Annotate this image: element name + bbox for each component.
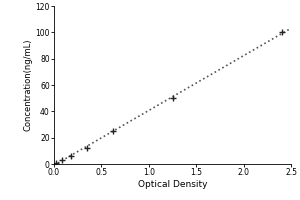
Y-axis label: Concentration(ng/mL): Concentration(ng/mL): [24, 39, 33, 131]
X-axis label: Optical Density: Optical Density: [138, 180, 207, 189]
